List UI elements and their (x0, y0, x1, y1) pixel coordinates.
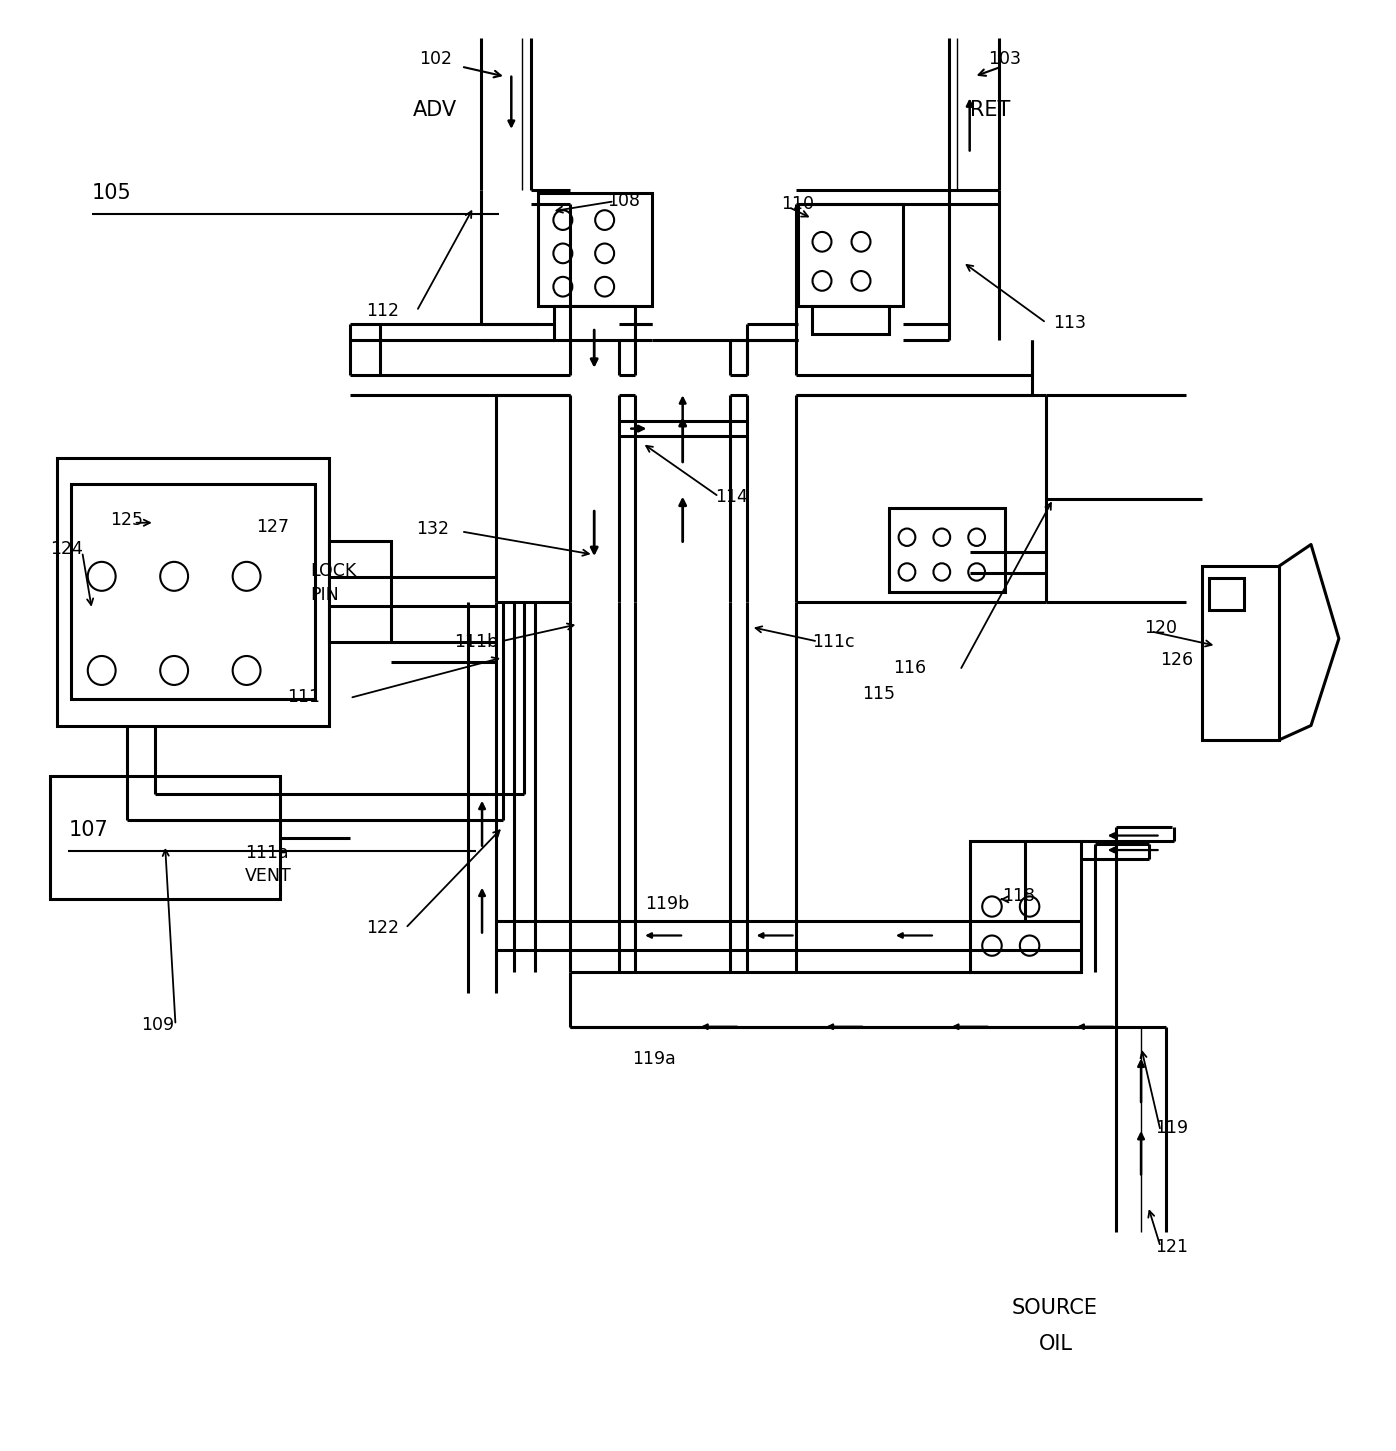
Text: 108: 108 (607, 192, 641, 210)
Text: RET: RET (970, 100, 1011, 120)
Text: 112: 112 (366, 302, 399, 321)
Text: 125: 125 (110, 511, 142, 528)
Text: 105: 105 (92, 183, 131, 203)
Text: 122: 122 (366, 920, 399, 937)
Text: SOURCE: SOURCE (1012, 1297, 1097, 1318)
Text: 118: 118 (1002, 888, 1034, 905)
Text: OIL: OIL (1040, 1333, 1074, 1354)
Text: 111a: 111a (246, 844, 289, 862)
Text: 119b: 119b (645, 895, 690, 913)
Text: 110: 110 (782, 194, 815, 213)
Bar (889, 508, 1005, 592)
Text: 107: 107 (68, 820, 107, 840)
Bar (537, 193, 652, 306)
Bar (71, 483, 315, 699)
Text: 114: 114 (715, 488, 748, 506)
Bar (50, 776, 281, 900)
Text: 111b: 111b (454, 633, 498, 650)
Text: 132: 132 (416, 519, 450, 537)
Text: ADV: ADV (412, 100, 456, 120)
Text: 121: 121 (1154, 1238, 1188, 1257)
Text: 126: 126 (1160, 651, 1194, 669)
Text: 102: 102 (419, 51, 452, 68)
Bar (799, 205, 903, 306)
Bar (57, 457, 329, 726)
Text: 127: 127 (257, 518, 289, 535)
Bar (970, 842, 1081, 972)
Text: 124: 124 (50, 540, 82, 557)
Text: 113: 113 (1053, 313, 1086, 332)
Bar (554, 306, 635, 341)
Text: 109: 109 (141, 1016, 174, 1035)
Bar (1202, 566, 1279, 740)
Text: LOCK: LOCK (311, 562, 357, 579)
Text: PIN: PIN (311, 586, 339, 604)
Text: 103: 103 (988, 51, 1020, 68)
Text: VENT: VENT (246, 868, 292, 885)
Text: 119: 119 (1154, 1119, 1188, 1138)
Text: 120: 120 (1143, 620, 1177, 637)
Text: 111c: 111c (812, 633, 854, 650)
Bar (1209, 577, 1244, 609)
Text: 119a: 119a (632, 1049, 676, 1068)
Text: 111: 111 (288, 688, 320, 705)
Text: 116: 116 (893, 659, 926, 676)
Bar (329, 541, 391, 643)
Text: 115: 115 (863, 685, 895, 702)
Bar (812, 306, 889, 335)
